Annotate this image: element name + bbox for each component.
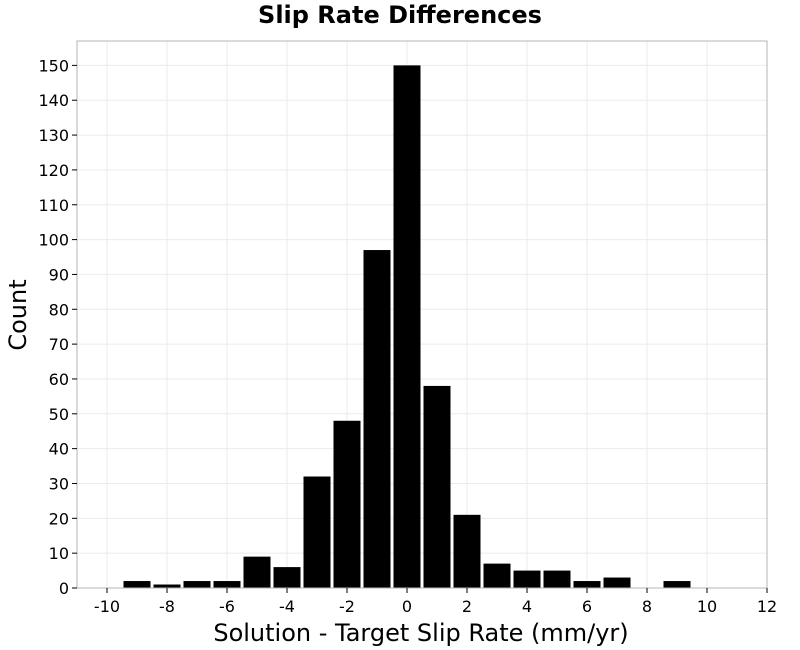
histogram-bar <box>543 570 571 588</box>
histogram-bar <box>273 567 301 588</box>
y-tick-label: 130 <box>38 126 69 145</box>
y-tick-label: 150 <box>38 56 69 75</box>
x-tick-label: 12 <box>757 597 777 616</box>
x-tick-label: -2 <box>339 597 355 616</box>
histogram-bar <box>513 570 541 588</box>
x-axis-label: Solution - Target Slip Rate (mm/yr) <box>213 619 628 647</box>
x-tick-label: 4 <box>522 597 532 616</box>
y-tick-label: 120 <box>38 161 69 180</box>
histogram-bar <box>243 556 271 588</box>
x-tick-label: 0 <box>402 597 412 616</box>
y-tick-label: 110 <box>38 196 69 215</box>
y-tick-label: 90 <box>49 265 69 284</box>
histogram-bar <box>393 65 421 588</box>
x-tick-label: 8 <box>642 597 652 616</box>
histogram-bar <box>453 514 481 588</box>
x-tick-label: 2 <box>462 597 472 616</box>
y-tick-label: 100 <box>38 231 69 250</box>
histogram-bar <box>483 563 511 588</box>
y-axis-label: Count <box>4 279 32 350</box>
x-tick-label: -10 <box>94 597 120 616</box>
x-axis-ticks: -10 -8 -6 -4 -2 0 2 4 6 8 10 12 <box>94 588 777 616</box>
y-tick-label: 50 <box>49 405 69 424</box>
y-tick-label: 40 <box>49 440 69 459</box>
histogram-bar <box>333 420 361 588</box>
x-tick-label: 6 <box>582 597 592 616</box>
bars <box>123 65 691 588</box>
y-tick-label: 20 <box>49 509 69 528</box>
histogram-bar <box>423 385 451 588</box>
y-tick-label: 30 <box>49 474 69 493</box>
grid-lines <box>77 41 768 589</box>
histogram-bar <box>573 581 601 588</box>
histogram-bar <box>363 250 391 588</box>
plot-frame <box>76 40 768 589</box>
histogram-bar <box>123 581 151 588</box>
histogram-bar <box>213 581 241 588</box>
x-tick-label: 10 <box>697 597 717 616</box>
chart-title: Slip Rate Differences <box>258 1 542 29</box>
x-tick-label: -4 <box>279 597 295 616</box>
histogram-bar <box>603 577 631 588</box>
y-tick-label: 0 <box>59 579 69 598</box>
histogram-bar <box>153 584 181 588</box>
y-axis-ticks: 0 10 20 30 40 50 60 70 80 90 100 110 120 130 140 150 <box>38 56 77 598</box>
y-tick-label: 80 <box>49 300 69 319</box>
histogram-bar <box>663 581 691 588</box>
y-tick-label: 10 <box>49 544 69 563</box>
histogram-bar <box>303 476 331 588</box>
x-tick-label: -8 <box>159 597 175 616</box>
y-tick-label: 70 <box>49 335 69 354</box>
histogram-bar <box>183 581 211 588</box>
x-tick-label: -6 <box>219 597 235 616</box>
y-tick-label: 140 <box>38 91 69 110</box>
y-tick-label: 60 <box>49 370 69 389</box>
